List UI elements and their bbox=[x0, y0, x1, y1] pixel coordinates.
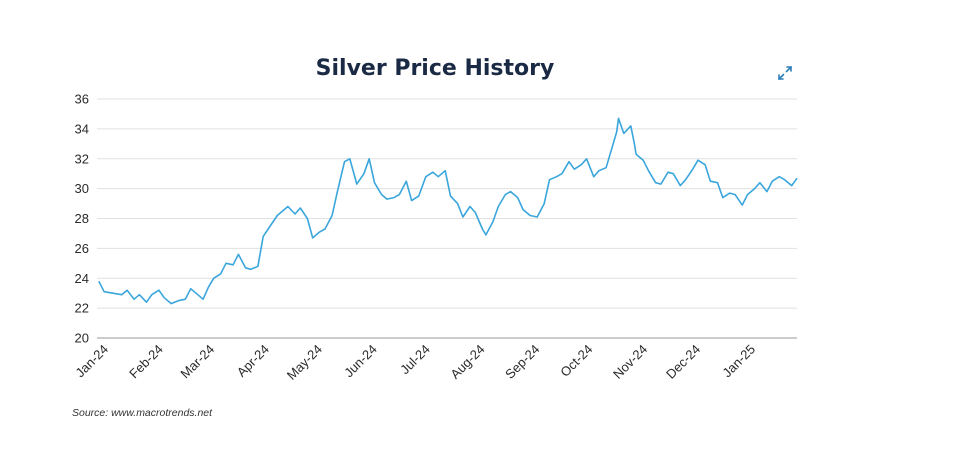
y-axis: 20 22 24 26 28 30 32 34 36 bbox=[75, 92, 89, 346]
x-tick-label: Aug-24 bbox=[447, 342, 487, 382]
y-tick-label: 22 bbox=[75, 301, 89, 316]
y-tick-label: 26 bbox=[75, 241, 89, 256]
y-tick-label: 32 bbox=[75, 151, 89, 166]
x-tick-label: Jan-25 bbox=[719, 342, 758, 381]
x-tick-label: Jan-24 bbox=[72, 342, 111, 381]
x-tick-label: Apr-24 bbox=[234, 342, 272, 380]
series-line-silver bbox=[98, 117, 798, 305]
y-tick-label: 28 bbox=[75, 211, 89, 226]
y-tick-label: 30 bbox=[75, 181, 89, 196]
x-axis: Jan-24 Feb-24 Mar-24 Apr-24 May-24 Jun-24 Jul-… bbox=[72, 342, 758, 383]
x-tick-label: Sep-24 bbox=[502, 342, 542, 382]
x-tick-label: Jun-24 bbox=[341, 342, 380, 381]
y-tick-label: 34 bbox=[75, 121, 89, 136]
chart-title: Silver Price History bbox=[316, 56, 555, 81]
y-tick-label: 24 bbox=[75, 271, 89, 286]
x-tick-label: Oct-24 bbox=[557, 342, 595, 380]
gridlines bbox=[97, 98, 797, 339]
y-tick-label: 36 bbox=[75, 92, 89, 107]
y-tick-label: 20 bbox=[75, 331, 89, 346]
x-tick-label: May-24 bbox=[284, 342, 325, 383]
x-tick-label: Feb-24 bbox=[126, 342, 166, 382]
x-tick-label: Mar-24 bbox=[177, 342, 217, 382]
expand-icon[interactable] bbox=[776, 64, 794, 82]
x-tick-label: Nov-24 bbox=[610, 342, 650, 382]
source-note: Source: www.macrotrends.net bbox=[72, 407, 213, 419]
x-tick-label: Jul-24 bbox=[397, 342, 433, 378]
x-tick-label: Dec-24 bbox=[663, 342, 703, 382]
